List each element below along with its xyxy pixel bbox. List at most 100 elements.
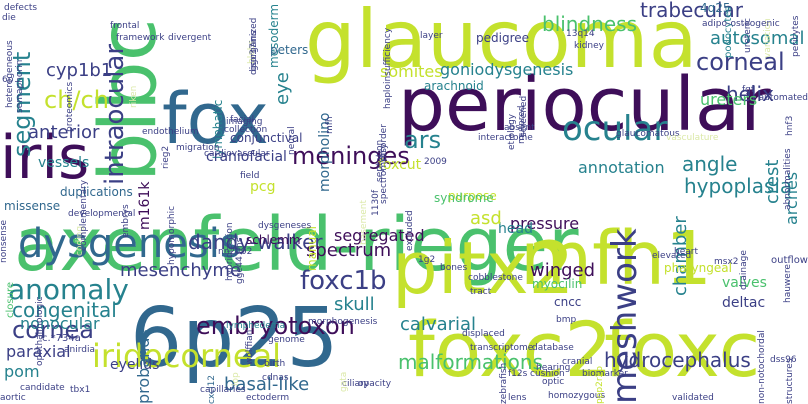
- cloud-word: pcg: [250, 179, 276, 195]
- cloud-word: defects: [4, 3, 38, 13]
- cloud-word: winged: [530, 260, 596, 281]
- cloud-word: optic: [542, 377, 565, 387]
- cloud-word: missense: [4, 199, 61, 213]
- cloud-word: cornea: [12, 316, 95, 344]
- cloud-word: frontal: [110, 21, 140, 31]
- cloud-word: pressure: [510, 214, 580, 233]
- cloud-word: birth: [264, 359, 286, 369]
- cloud-word: duplications: [60, 185, 133, 199]
- cloud-word: hnf3: [785, 115, 795, 136]
- cloud-word: cardiovascular: [204, 149, 270, 159]
- cloud-word: pitx2: [392, 226, 575, 310]
- cloud-word: trabecular: [640, 0, 744, 22]
- cloud-word: developmental: [68, 209, 136, 219]
- cloud-word: ocular: [562, 109, 668, 149]
- cloud-word: hauwere: [783, 264, 793, 303]
- cloud-word: gata: [339, 371, 349, 392]
- cloud-word: structures: [785, 358, 795, 404]
- cloud-word: mesenchyme: [120, 260, 242, 281]
- cloud-word: axenfeld-rieger: [14, 202, 579, 288]
- cloud-word: semaphorin: [15, 59, 25, 113]
- cloud-word: nonocular: [20, 314, 100, 333]
- cloud-word: foxcut: [378, 157, 422, 173]
- cloud-word: proteomics: [65, 81, 75, 132]
- cloud-word: craniofacial: [206, 149, 287, 165]
- cloud-word: imaging: [226, 117, 263, 127]
- cloud-word: podocytes: [723, 6, 734, 58]
- cloud-word: mfh: [325, 116, 335, 134]
- cloud-word: iridocorneal: [92, 337, 282, 375]
- cloud-word: pom: [4, 362, 40, 381]
- cloud-word: field: [240, 171, 260, 181]
- cloud-word: riken: [129, 85, 139, 108]
- cloud-word: peters: [270, 43, 309, 57]
- cloud-word: layer: [420, 31, 443, 41]
- cloud-word: validated: [672, 393, 714, 403]
- cloud-word: helix: [726, 82, 774, 106]
- cloud-word: mfh1: [520, 216, 713, 302]
- cloud-word: blindness: [542, 12, 637, 36]
- cloud-word: head: [498, 221, 533, 237]
- cloud-word: c.*734a: [42, 333, 81, 344]
- cloud-word: displaced: [462, 329, 505, 339]
- cloud-word: 13q14: [566, 29, 595, 39]
- cloud-word: corneal: [696, 48, 785, 76]
- cloud-word: foxc: [604, 305, 761, 394]
- cloud-word: syndrome: [434, 191, 494, 205]
- cloud-word: genome: [268, 335, 305, 345]
- cloud-word: tract: [470, 287, 492, 297]
- cloud-word: database: [532, 343, 574, 353]
- cloud-word: excluded: [405, 210, 415, 251]
- cloud-word: malformations: [398, 350, 543, 374]
- cloud-word: eyelids: [110, 357, 160, 373]
- cloud-word: ch/ch: [44, 86, 109, 114]
- cloud-word: interactome: [478, 133, 533, 143]
- cloud-word: framework: [116, 33, 165, 43]
- cloud-word: hypomorphic: [167, 205, 177, 265]
- cloud-word: deltac: [722, 295, 766, 311]
- cloud-word: cobblestone: [468, 273, 523, 283]
- cloud-word: segregated: [334, 226, 425, 245]
- cloud-word: outflow: [771, 255, 808, 266]
- cloud-word: capillaries: [200, 385, 246, 395]
- cloud-word: homozygous: [548, 391, 606, 401]
- cloud-word: iop: [231, 372, 241, 386]
- cloud-word: hydrocephalus: [604, 348, 751, 372]
- cloud-word: 1g2: [418, 255, 436, 265]
- cloud-word: arachnoid: [424, 79, 484, 93]
- cloud-word: foxc1b: [300, 266, 387, 296]
- cloud-word: lymphedema: [226, 321, 286, 331]
- cloud-word: lens: [508, 393, 527, 403]
- cloud-word: myocilin: [532, 277, 583, 291]
- cloud-word: anirdia: [64, 345, 95, 355]
- cloud-word: crest: [762, 159, 783, 204]
- cloud-word: fgf: [742, 85, 755, 95]
- cloud-word: valves: [722, 275, 767, 291]
- cloud-word: hypoplasia: [684, 174, 793, 198]
- cloud-word: cranial: [562, 357, 593, 367]
- cloud-word: ureteric: [743, 18, 753, 53]
- cloud-word: transcriptome: [470, 343, 534, 353]
- cloud-word: elevated: [652, 251, 692, 261]
- cloud-word: haploinsufficiency: [383, 27, 393, 109]
- cloud-word: nonsense: [0, 219, 9, 263]
- cloud-word: 6p25: [130, 291, 339, 386]
- cloud-word: f12s: [508, 369, 528, 379]
- cloud-word: angle: [682, 152, 738, 176]
- cloud-word: foxc2: [408, 305, 613, 394]
- cloud-word: rieg2: [161, 145, 171, 169]
- cloud-word: dysgenesis: [18, 221, 241, 267]
- cloud-word: fox: [162, 78, 269, 160]
- cloud-word: basal-like: [224, 374, 310, 395]
- cloud-word: closure: [5, 282, 16, 318]
- cloud-word: vasculature: [666, 133, 719, 143]
- cloud-word: vessels: [38, 155, 90, 171]
- cloud-word: meninges: [292, 142, 410, 170]
- cloud-word: probands: [134, 329, 153, 404]
- cloud-word: ectoderm: [246, 393, 290, 403]
- cloud-word: periocular: [398, 62, 771, 148]
- cloud-word: basement: [359, 200, 369, 245]
- cloud-word: neural: [287, 126, 297, 155]
- cloud-word: automated: [758, 93, 808, 103]
- cloud-word: iris: [0, 123, 90, 193]
